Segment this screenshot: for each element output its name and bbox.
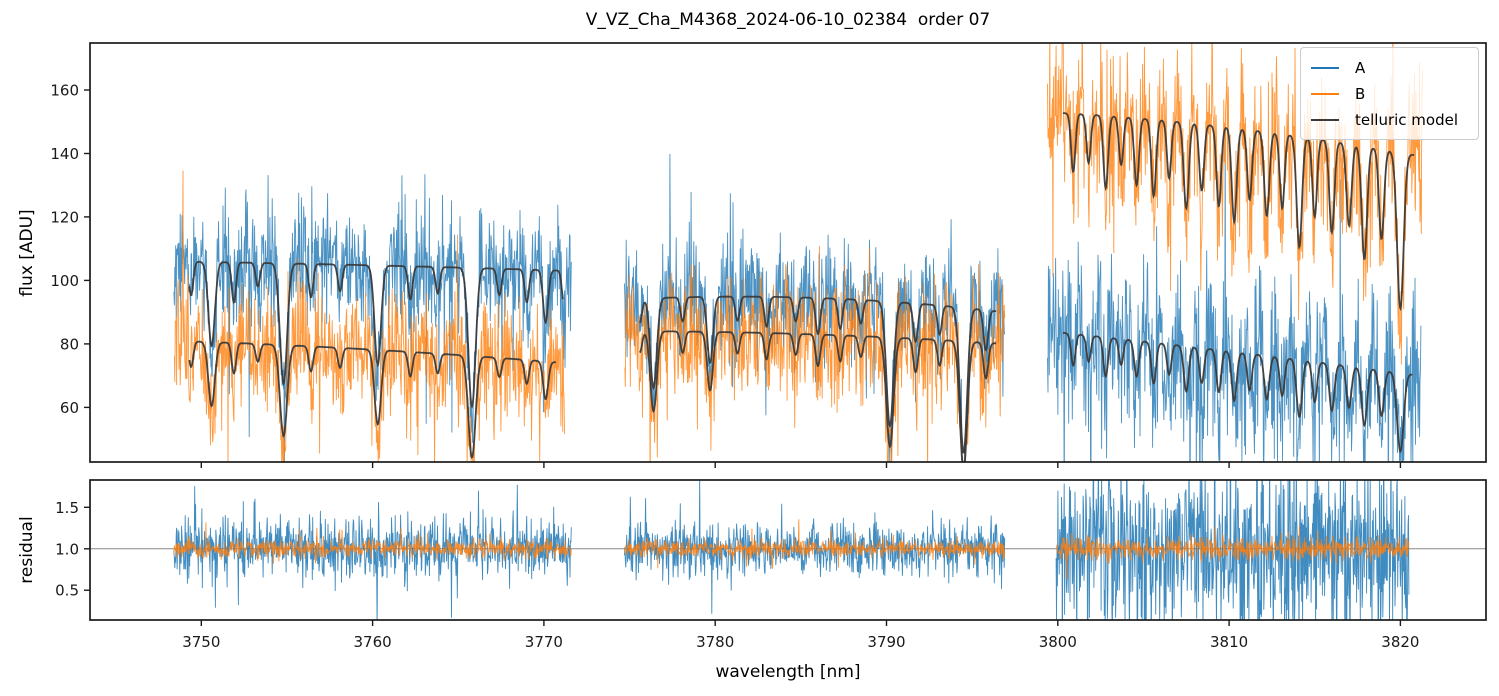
residual-axis-label: residual (17, 516, 37, 584)
legend-label-b: B (1355, 85, 1366, 103)
telluric-model (188, 112, 1415, 462)
flux-tick-label: 60 (60, 399, 79, 417)
series-b-line-icon (1311, 92, 1339, 96)
x-tick-label: 3760 (354, 633, 392, 651)
series-b (173, 43, 1424, 462)
residual-b (173, 519, 1410, 580)
x-tick-label: 3810 (1210, 633, 1248, 651)
legend-label-a: A (1355, 59, 1366, 77)
x-tick-label: 3780 (696, 633, 734, 651)
residual-tick-label: 1.0 (55, 540, 79, 558)
legend-entry-b: B (1301, 81, 1478, 107)
x-axis-label: wavelength [nm] (715, 662, 861, 682)
x-tick-label: 3790 (867, 633, 905, 651)
flux-axis-label: flux [ADU] (17, 209, 37, 297)
legend-label-telluric: telluric model (1355, 111, 1459, 129)
x-tick-label: 3770 (525, 633, 563, 651)
flux-tick-label: 80 (60, 335, 79, 353)
axis-tick-labels: 3750 3760 3770 3780 3790 3800 3810 3820 60 80 100 1… (50, 82, 1419, 652)
x-tick-label: 3820 (1381, 633, 1419, 651)
flux-tick-label: 100 (50, 272, 79, 290)
legend: A B telluric model (1300, 47, 1479, 140)
telluric-model-line-icon (1311, 118, 1339, 122)
flux-tick-label: 120 (50, 208, 79, 226)
residual-tick-label: 1.5 (55, 499, 79, 517)
series-a-line-icon (1311, 66, 1339, 70)
plot-title: V_VZ_Cha_M4368_2024-06-10_02384 order 07 (585, 10, 991, 30)
flux-tick-label: 160 (50, 82, 79, 100)
legend-entry-a: A (1301, 55, 1478, 81)
x-tick-label: 3800 (1039, 633, 1077, 651)
residual-tick-label: 0.5 (55, 582, 79, 600)
axis-ticks (84, 89, 1402, 626)
axes-spines (89, 42, 1487, 621)
flux-tick-label: 140 (50, 145, 79, 163)
legend-entry-telluric: telluric model (1301, 107, 1478, 133)
x-tick-label: 3750 (182, 633, 220, 651)
